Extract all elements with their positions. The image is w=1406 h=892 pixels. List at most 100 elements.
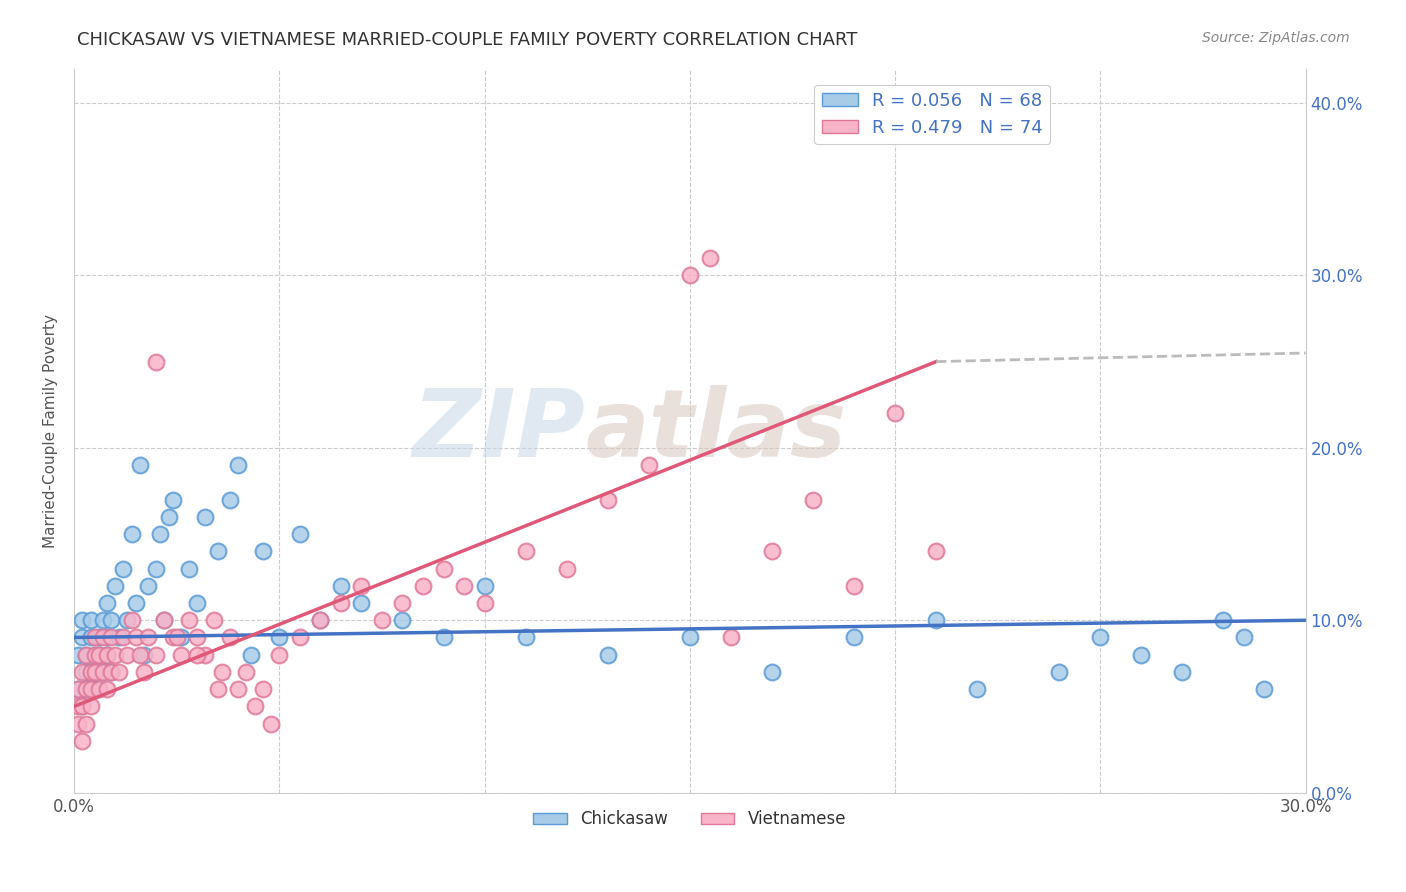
- Point: [391, 613, 413, 627]
- Point: [884, 406, 907, 420]
- Point: [72, 613, 94, 627]
- Point: [117, 613, 139, 627]
- Point: [1171, 665, 1194, 679]
- Point: [79, 613, 101, 627]
- Point: [79, 699, 101, 714]
- Point: [226, 682, 249, 697]
- Point: [75, 665, 97, 679]
- Point: [186, 631, 208, 645]
- Point: [194, 509, 217, 524]
- Point: [235, 665, 257, 679]
- Point: [79, 682, 101, 697]
- Point: [350, 596, 373, 610]
- Point: [96, 631, 118, 645]
- Point: [252, 544, 274, 558]
- Point: [75, 682, 97, 697]
- Point: [75, 648, 97, 662]
- Point: [112, 561, 135, 575]
- Point: [925, 613, 948, 627]
- Point: [350, 579, 373, 593]
- Point: [145, 354, 167, 368]
- Point: [309, 613, 332, 627]
- Point: [219, 631, 242, 645]
- Point: [194, 648, 217, 662]
- Y-axis label: Married-Couple Family Poverty: Married-Couple Family Poverty: [44, 314, 58, 548]
- Point: [67, 716, 90, 731]
- Point: [596, 492, 619, 507]
- Point: [186, 648, 208, 662]
- Point: [260, 716, 283, 731]
- Point: [515, 631, 537, 645]
- Point: [288, 527, 311, 541]
- Point: [1130, 648, 1153, 662]
- Point: [1212, 613, 1234, 627]
- Point: [96, 648, 118, 662]
- Point: [117, 648, 139, 662]
- Point: [87, 682, 110, 697]
- Point: [555, 561, 578, 575]
- Point: [699, 251, 721, 265]
- Point: [112, 631, 135, 645]
- Point: [96, 648, 118, 662]
- Point: [87, 648, 110, 662]
- Point: [432, 631, 454, 645]
- Point: [329, 579, 352, 593]
- Point: [162, 631, 184, 645]
- Point: [801, 492, 824, 507]
- Point: [100, 665, 122, 679]
- Point: [132, 648, 155, 662]
- Point: [91, 631, 114, 645]
- Point: [121, 613, 143, 627]
- Point: [637, 458, 659, 472]
- Point: [842, 579, 865, 593]
- Point: [79, 665, 101, 679]
- Point: [679, 631, 702, 645]
- Point: [679, 268, 702, 283]
- Point: [288, 631, 311, 645]
- Point: [104, 579, 127, 593]
- Point: [243, 699, 266, 714]
- Point: [100, 631, 122, 645]
- Point: [72, 734, 94, 748]
- Point: [474, 579, 496, 593]
- Point: [596, 648, 619, 662]
- Point: [72, 699, 94, 714]
- Point: [157, 509, 180, 524]
- Point: [108, 631, 131, 645]
- Text: CHICKASAW VS VIETNAMESE MARRIED-COUPLE FAMILY POVERTY CORRELATION CHART: CHICKASAW VS VIETNAMESE MARRIED-COUPLE F…: [77, 31, 858, 49]
- Point: [202, 613, 225, 627]
- Point: [83, 631, 105, 645]
- Point: [207, 544, 229, 558]
- Point: [67, 648, 90, 662]
- Point: [96, 682, 118, 697]
- Point: [371, 613, 394, 627]
- Point: [87, 648, 110, 662]
- Point: [79, 665, 101, 679]
- Point: [136, 631, 159, 645]
- Point: [132, 665, 155, 679]
- Point: [515, 544, 537, 558]
- Point: [91, 613, 114, 627]
- Point: [153, 613, 176, 627]
- Point: [67, 682, 90, 697]
- Point: [925, 544, 948, 558]
- Point: [104, 648, 127, 662]
- Point: [329, 596, 352, 610]
- Point: [219, 492, 242, 507]
- Point: [75, 682, 97, 697]
- Point: [108, 665, 131, 679]
- Point: [474, 596, 496, 610]
- Point: [170, 648, 193, 662]
- Point: [269, 648, 291, 662]
- Point: [432, 561, 454, 575]
- Point: [100, 665, 122, 679]
- Point: [79, 631, 101, 645]
- Point: [1233, 631, 1256, 645]
- Point: [72, 631, 94, 645]
- Point: [1090, 631, 1112, 645]
- Point: [67, 699, 90, 714]
- Point: [761, 544, 783, 558]
- Text: atlas: atlas: [585, 384, 846, 476]
- Point: [226, 458, 249, 472]
- Point: [1047, 665, 1070, 679]
